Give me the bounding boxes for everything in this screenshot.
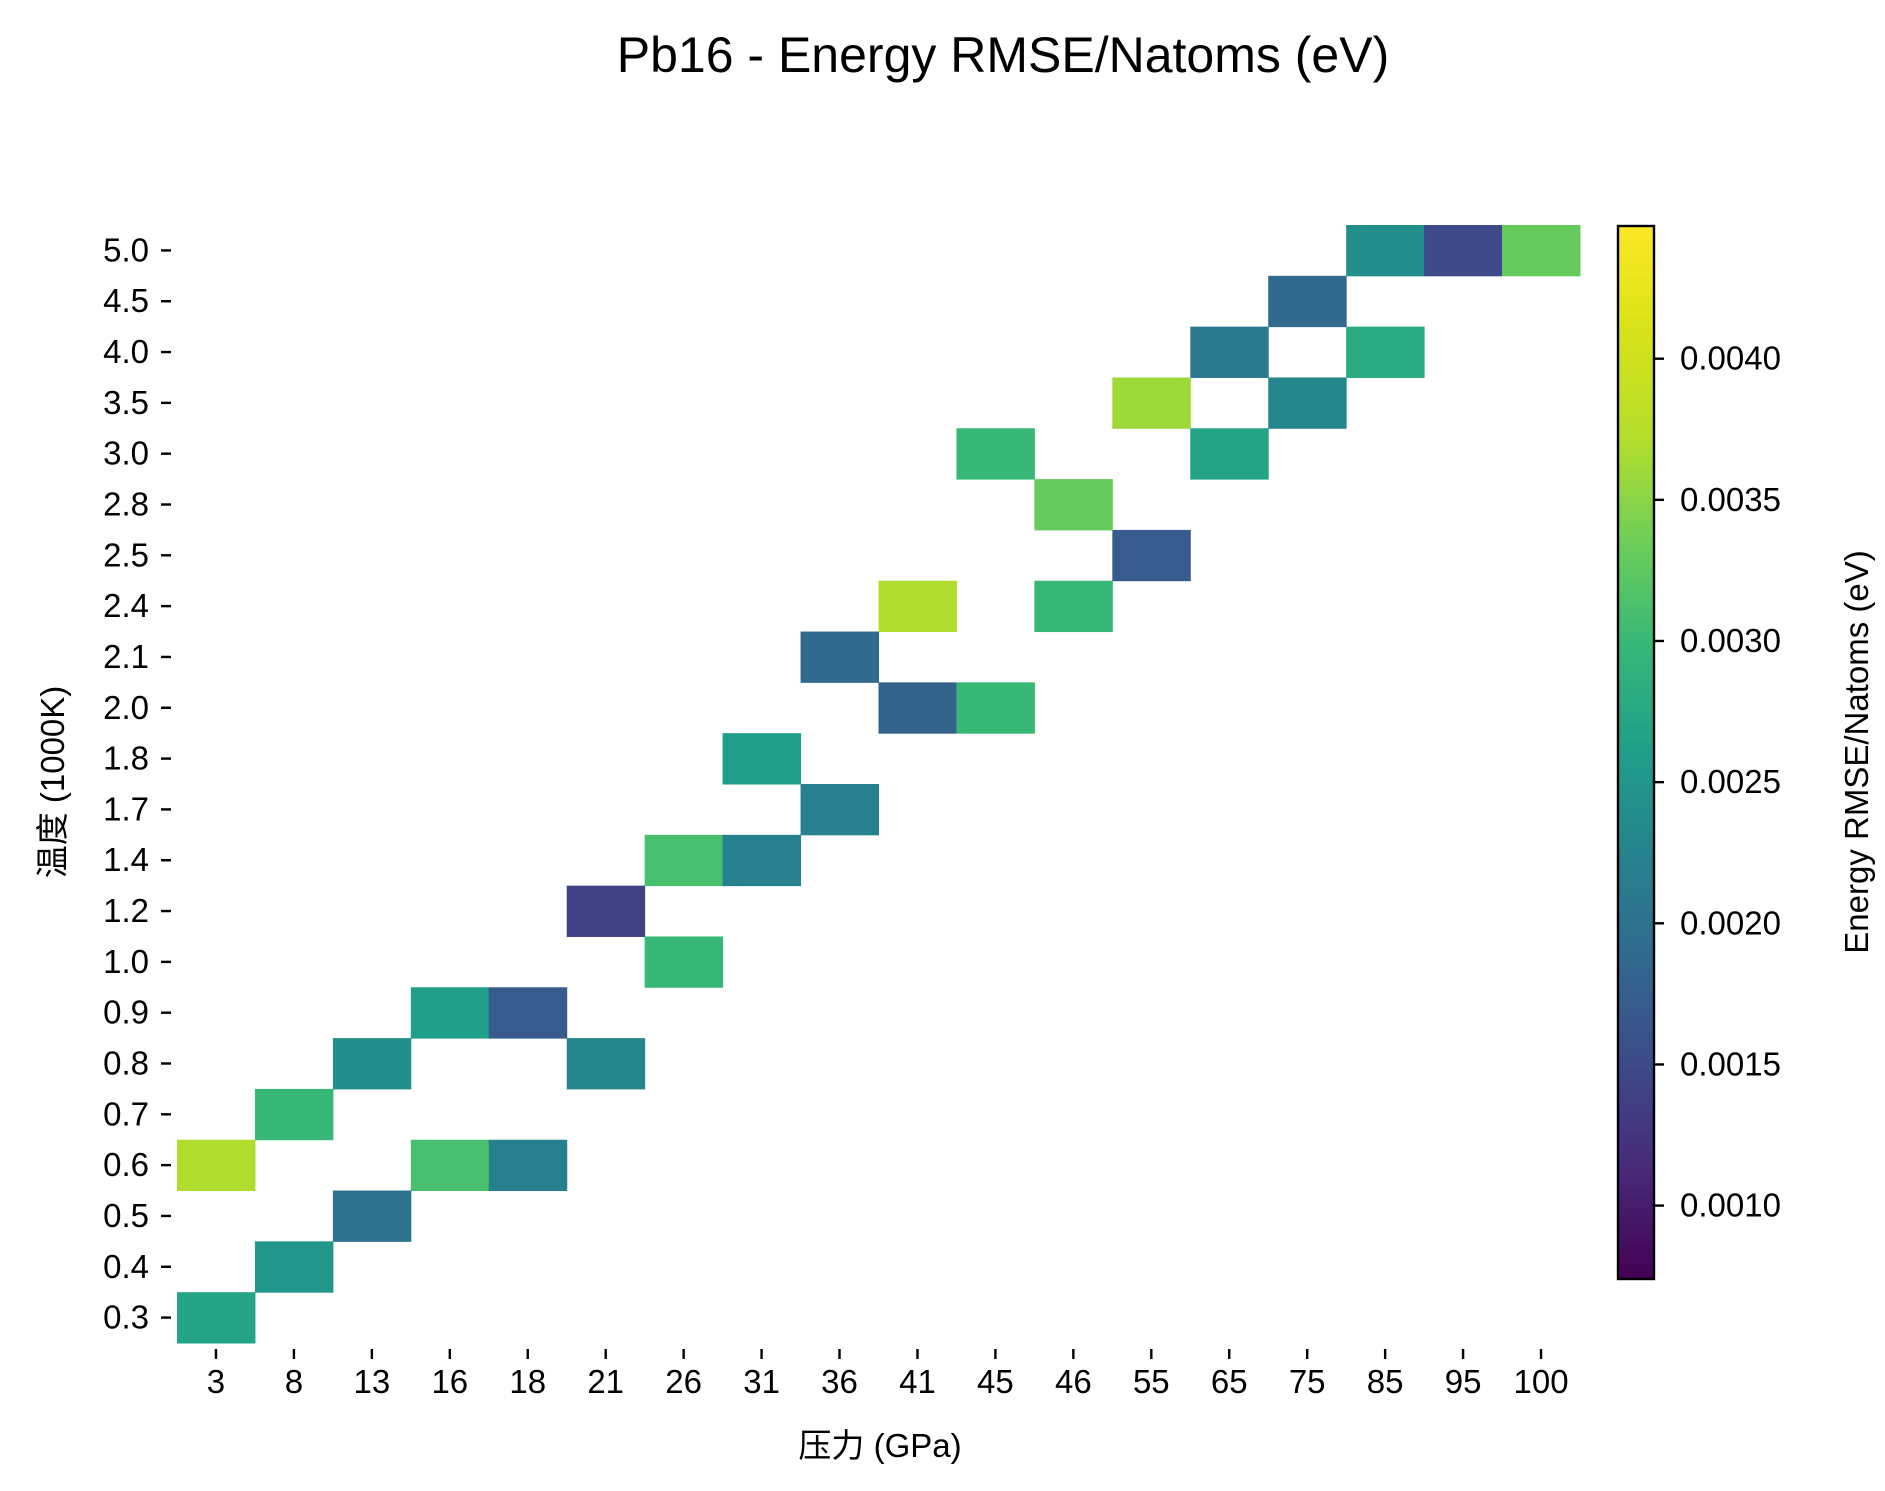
x-tick-label: 46 bbox=[1055, 1363, 1092, 1400]
heatmap-cell bbox=[878, 580, 957, 633]
heatmap-cell bbox=[956, 428, 1035, 480]
y-tick-label: 4.0 bbox=[103, 333, 149, 370]
heatmap-cell bbox=[566, 885, 646, 937]
colorbar-tick-label: 0.0010 bbox=[1680, 1187, 1781, 1224]
heatmap-cell bbox=[177, 1139, 256, 1192]
y-tick-label: 0.6 bbox=[103, 1146, 149, 1183]
heatmap-cell bbox=[488, 987, 568, 1039]
heatmap-cell bbox=[254, 1241, 334, 1293]
colorbar-tick-label: 0.0015 bbox=[1680, 1045, 1781, 1082]
heatmap-cell bbox=[1190, 326, 1269, 378]
y-axis: 0.3 0.4 0.5 0.6 0.7 0.8 0.9 1.0 1.2 1.4 1.7 1.8 2.0 2… bbox=[103, 231, 171, 1336]
y-axis-label: 温度 (1000K) bbox=[34, 686, 71, 879]
y-tick-label: 2.4 bbox=[103, 587, 149, 624]
x-tick-label: 55 bbox=[1133, 1363, 1170, 1400]
x-tick-label: 8 bbox=[285, 1363, 303, 1400]
heatmap-cell bbox=[1268, 377, 1347, 429]
heatmap-cell bbox=[1268, 275, 1347, 328]
heatmap-cell bbox=[644, 936, 724, 988]
colorbar: 0.0010 0.0015 0.0020 0.0025 0.0030 0.0035 0.00… bbox=[1616, 224, 1875, 1281]
x-tick-label: 75 bbox=[1289, 1363, 1326, 1400]
heatmap-cell bbox=[956, 682, 1035, 734]
x-tick-label: 16 bbox=[431, 1363, 468, 1400]
y-tick-label: 1.2 bbox=[103, 892, 149, 929]
heatmap-cells bbox=[177, 225, 1581, 1344]
y-tick-label: 2.8 bbox=[103, 486, 149, 523]
y-tick-label: 3.5 bbox=[103, 384, 149, 421]
heatmap-cell bbox=[332, 1038, 412, 1090]
heatmap-cell bbox=[800, 631, 879, 683]
colorbar-tick-label: 0.0025 bbox=[1680, 763, 1781, 800]
chart-title: Pb16 - Energy RMSE/Natoms (eV) bbox=[617, 27, 1390, 83]
y-tick-label: 2.1 bbox=[103, 638, 149, 675]
heatmap-cell bbox=[1112, 529, 1191, 582]
y-tick-label: 1.0 bbox=[103, 943, 149, 980]
y-tick-label: 0.5 bbox=[103, 1197, 149, 1234]
heatmap-cell bbox=[177, 1292, 256, 1344]
heatmap-cell bbox=[410, 1139, 490, 1192]
heatmap-cell bbox=[488, 1139, 568, 1192]
heatmap-cell bbox=[644, 834, 724, 887]
y-tick-label: 0.9 bbox=[103, 994, 149, 1031]
x-tick-label: 26 bbox=[665, 1363, 702, 1400]
y-tick-label: 0.4 bbox=[103, 1248, 149, 1285]
x-tick-label: 21 bbox=[587, 1363, 624, 1400]
x-tick-label: 100 bbox=[1513, 1363, 1568, 1400]
y-tick-label: 0.7 bbox=[103, 1095, 149, 1132]
colorbar-ticks: 0.0010 0.0015 0.0020 0.0025 0.0030 0.0035 0.00… bbox=[1654, 340, 1781, 1224]
heatmap-cell bbox=[1034, 479, 1113, 531]
heatmap-cell bbox=[722, 733, 802, 785]
heatmap-cell bbox=[332, 1190, 412, 1242]
heatmap-cell bbox=[800, 784, 879, 836]
heatmap-cell bbox=[1346, 225, 1425, 277]
x-tick-label: 95 bbox=[1445, 1363, 1482, 1400]
heatmap-cell bbox=[410, 987, 490, 1039]
heatmap-cell bbox=[254, 1088, 334, 1141]
y-tick-label: 0.3 bbox=[103, 1299, 149, 1336]
x-tick-label: 65 bbox=[1211, 1363, 1248, 1400]
x-tick-label: 13 bbox=[354, 1363, 391, 1400]
x-tick-label: 18 bbox=[509, 1363, 546, 1400]
x-tick-label: 36 bbox=[821, 1363, 858, 1400]
colorbar-label: Energy RMSE/Natoms (eV) bbox=[1838, 550, 1875, 953]
x-axis-label: 压力 (GPa) bbox=[798, 1427, 961, 1464]
y-tick-label: 3.0 bbox=[103, 435, 149, 472]
heatmap-cell bbox=[1502, 225, 1581, 277]
x-tick-label: 31 bbox=[743, 1363, 780, 1400]
y-tick-label: 1.7 bbox=[103, 790, 149, 827]
x-tick-label: 85 bbox=[1367, 1363, 1404, 1400]
heatmap-cell bbox=[566, 1038, 646, 1090]
y-tick-label: 1.4 bbox=[103, 841, 149, 878]
y-tick-label: 4.5 bbox=[103, 282, 149, 319]
heatmap-cell bbox=[1424, 225, 1503, 277]
heatmap-cell bbox=[722, 834, 802, 887]
colorbar-tick-label: 0.0040 bbox=[1680, 340, 1781, 377]
colorbar-tick-label: 0.0035 bbox=[1680, 481, 1781, 518]
x-tick-label: 41 bbox=[899, 1363, 936, 1400]
y-tick-label: 0.8 bbox=[103, 1045, 149, 1082]
heatmap-cell bbox=[1346, 326, 1425, 378]
y-tick-label: 5.0 bbox=[103, 231, 149, 268]
colorbar-gradient bbox=[1616, 224, 1656, 1281]
y-tick-label: 1.8 bbox=[103, 740, 149, 777]
y-tick-label: 2.0 bbox=[103, 689, 149, 726]
y-tick-label: 2.5 bbox=[103, 536, 149, 573]
heatmap-cell bbox=[878, 682, 957, 734]
heatmap-cell bbox=[1112, 377, 1191, 429]
colorbar-tick-label: 0.0020 bbox=[1680, 904, 1781, 941]
heatmap-cell bbox=[1034, 580, 1113, 633]
colorbar-tick-label: 0.0030 bbox=[1680, 622, 1781, 659]
x-tick-label: 45 bbox=[977, 1363, 1014, 1400]
x-tick-label: 3 bbox=[207, 1363, 225, 1400]
heatmap-cell bbox=[1190, 428, 1269, 480]
x-axis: 3 8 13 16 18 21 26 31 36 41 45 46 55 65 75 85 95 100 bbox=[207, 1349, 1569, 1400]
